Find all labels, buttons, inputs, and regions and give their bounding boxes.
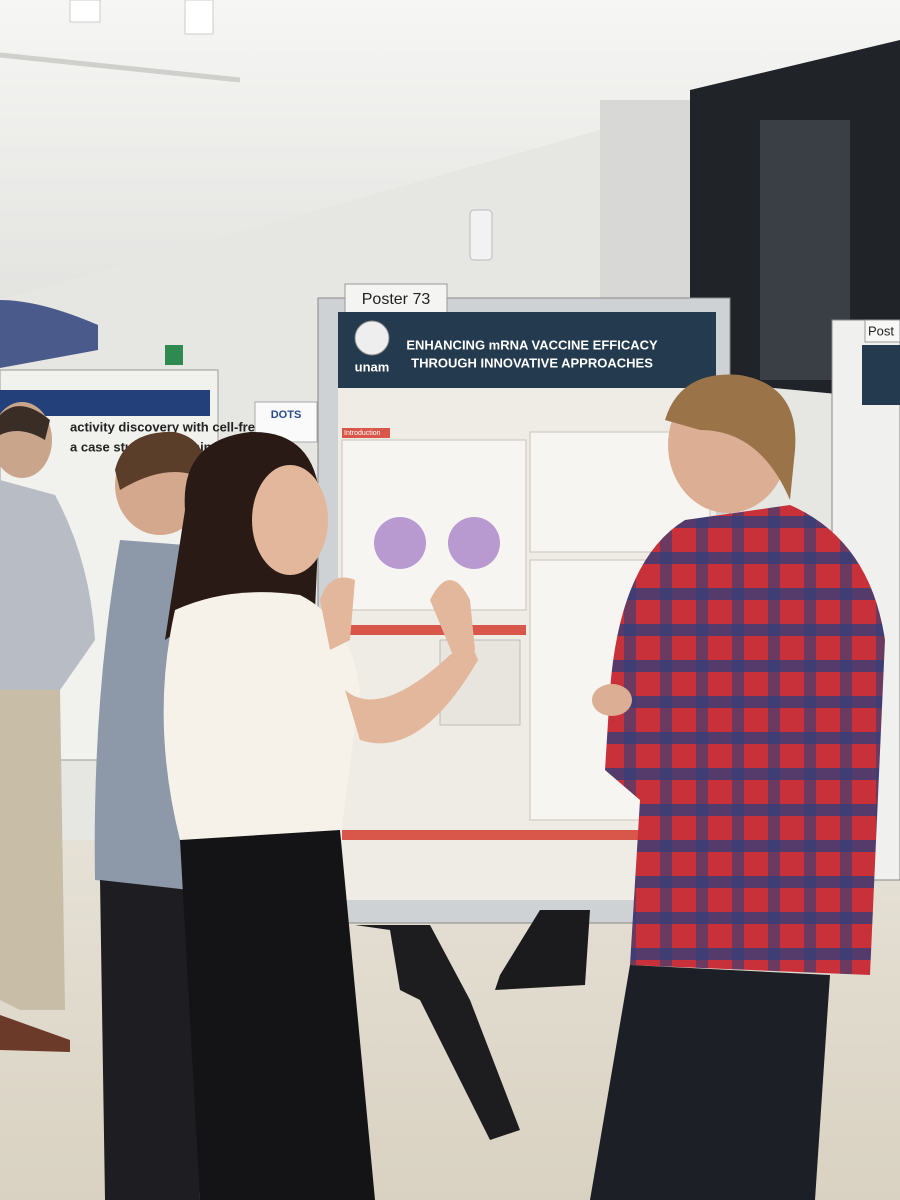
shoe — [0, 1015, 70, 1052]
poster-title: ENHANCING mRNA VACCINE EFFICACY — [406, 337, 658, 352]
legs — [355, 925, 520, 1140]
poster-header — [338, 312, 716, 388]
wall-switch — [469, 209, 493, 261]
blue-object — [0, 300, 98, 368]
hand — [592, 684, 632, 716]
person-background-legs — [355, 910, 590, 1140]
trousers — [0, 690, 65, 1010]
person-far-left — [0, 402, 95, 1052]
ceiling — [0, 0, 900, 300]
shirt — [0, 480, 95, 690]
ceiling-light — [184, 0, 214, 35]
cell-figure — [448, 517, 500, 569]
shirt — [94, 540, 190, 890]
trousers — [180, 830, 375, 1200]
poster-logo-mark — [354, 320, 390, 356]
plaid-shirt — [605, 505, 885, 975]
trousers — [590, 965, 830, 1200]
section-tab — [342, 625, 526, 635]
face — [252, 465, 328, 575]
poster-panel — [341, 439, 527, 611]
person-woman — [163, 431, 478, 1200]
right-poster-header — [862, 345, 900, 405]
back-sign-logo: DOTS — [271, 409, 302, 421]
hair — [115, 431, 206, 490]
top — [163, 592, 360, 840]
hair — [0, 406, 50, 440]
poster-title: THROUGH INNOVATIVE APPROACHES — [411, 355, 653, 370]
trousers — [100, 880, 200, 1200]
hand — [430, 580, 475, 660]
arm — [345, 640, 478, 744]
hand — [320, 577, 355, 650]
person-plaid-shirt — [590, 374, 885, 1200]
left-poster-text: activity discovery with cell-free — [70, 419, 262, 434]
person-gray-shirt — [94, 431, 206, 1200]
ceiling-rail — [0, 52, 241, 83]
right-number-card — [864, 319, 900, 343]
wall-panel — [600, 100, 700, 310]
poster-number: Poster 73 — [362, 291, 431, 308]
section-tab — [342, 830, 712, 840]
poster-logo: unam — [355, 359, 390, 374]
hair — [665, 374, 796, 500]
legs — [495, 910, 590, 990]
section-tab — [342, 428, 390, 438]
exit-sign — [165, 345, 183, 365]
ceiling-light — [69, 0, 101, 23]
cell-figure — [374, 517, 426, 569]
right-poster-number: Post — [868, 323, 894, 338]
section-title: Introduction — [344, 430, 381, 437]
